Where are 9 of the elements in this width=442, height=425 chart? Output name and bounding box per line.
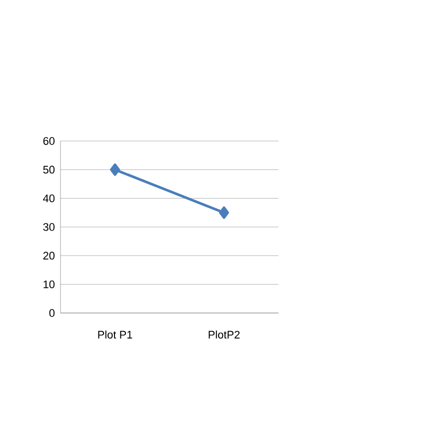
y-tick-label: 10 [44, 280, 55, 288]
x-tick-label: PlotP2 [208, 330, 240, 339]
y-tick-label: 40 [43, 194, 55, 202]
x-tick-label: Plot P1 [98, 330, 132, 339]
y-tick-label: 60 [43, 137, 55, 145]
y-tick-label: 20 [43, 252, 55, 260]
y-tick-label: 50 [43, 166, 55, 174]
y-tick-label: 0 [49, 309, 55, 317]
y-tick-label: 30 [43, 223, 55, 231]
